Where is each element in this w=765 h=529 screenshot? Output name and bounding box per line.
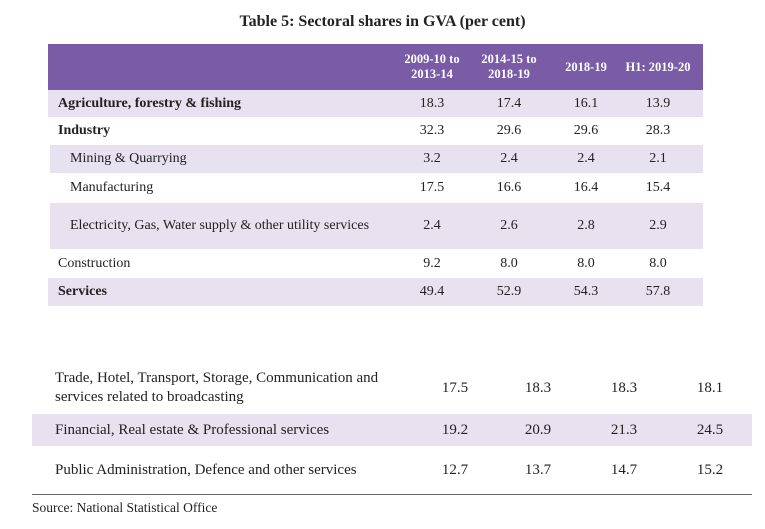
row-label: Construction: [58, 255, 131, 271]
row-band: [48, 278, 703, 306]
row-band: [50, 145, 703, 173]
cell-value: 57.8: [645, 284, 671, 299]
row-label: Trade, Hotel, Transport, Storage, Commun…: [55, 370, 379, 405]
row-band: [32, 414, 752, 446]
cell-value: 9.2: [423, 255, 441, 271]
cell-value: 54.3: [573, 284, 599, 299]
cell-value: 32.3: [419, 123, 445, 138]
row-label: Manufacturing: [70, 180, 154, 195]
cell-value: 2.4: [577, 151, 595, 166]
cell-value: 17.5: [441, 380, 469, 396]
cell-value: 2.9: [649, 218, 667, 233]
cell-value: 16.4: [573, 180, 599, 195]
cell-value: 2.8: [577, 218, 595, 233]
cell-value: 8.0: [500, 255, 518, 271]
cell-value: 19.2: [441, 422, 469, 438]
row-label: Public Administration, Defence and other…: [55, 461, 357, 478]
cell-value: 15.4: [645, 180, 671, 195]
cell-value: 2.1: [649, 151, 667, 166]
column-header: 2018-19: [565, 59, 607, 74]
cell-value: 24.5: [696, 422, 724, 438]
row-label: Mining & Quarrying: [70, 151, 187, 166]
row-label: Industry: [58, 123, 111, 138]
table-title: Table 5: Sectoral shares in GVA (per cen…: [239, 13, 526, 30]
cell-value: 2.4: [423, 218, 441, 233]
cell-value: 18.1: [696, 380, 724, 396]
row-label: Financial, Real estate & Professional se…: [55, 421, 330, 438]
cell-value: 12.7: [441, 462, 469, 478]
cell-value: 18.3: [419, 95, 445, 111]
cell-value: 20.9: [524, 422, 552, 438]
row-band: [48, 90, 703, 117]
cell-value: 21.3: [610, 422, 638, 438]
cell-value: 49.4: [419, 284, 445, 299]
cell-value: 17.4: [496, 95, 522, 111]
cell-value: 15.2: [696, 462, 724, 478]
cell-value: 29.6: [573, 123, 599, 138]
cell-value: 8.0: [649, 255, 667, 271]
cell-value: 29.6: [496, 123, 522, 138]
cell-value: 13.7: [524, 462, 552, 478]
cell-value: 52.9: [496, 284, 522, 299]
cell-value: 2.4: [500, 151, 518, 166]
row-label: Agriculture, forestry & fishing: [58, 95, 242, 111]
cell-value: 17.5: [419, 180, 445, 195]
cell-value: 13.9: [645, 95, 671, 111]
column-header: 2014-15 to 2018-19: [481, 52, 537, 81]
cell-value: 16.6: [496, 180, 522, 195]
row-label: Services: [58, 284, 107, 299]
cell-value: 18.3: [524, 380, 552, 396]
cell-value: 14.7: [610, 462, 638, 478]
cell-value: 2.6: [500, 218, 518, 233]
column-header: 2009-10 to 2013-14: [404, 52, 460, 81]
cell-value: 8.0: [577, 255, 595, 271]
cell-value: 3.2: [423, 151, 441, 166]
source: Source: National Statistical Office: [32, 500, 218, 515]
header-band: [48, 44, 703, 90]
row-label: Electricity, Gas, Water supply & other u…: [70, 218, 370, 233]
cell-value: 16.1: [573, 95, 599, 111]
row-band: [50, 203, 703, 249]
rule: [32, 494, 752, 495]
cell-value: 18.3: [610, 380, 638, 396]
cell-value: 28.3: [645, 123, 671, 138]
column-header: H1: 2019-20: [625, 59, 691, 74]
